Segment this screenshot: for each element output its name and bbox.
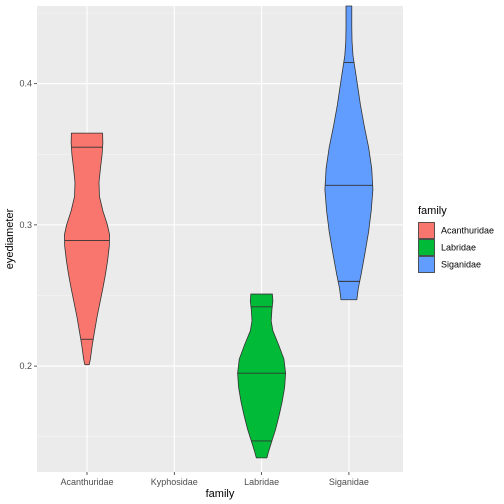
legend-entry: Siganidae (418, 256, 481, 273)
y-tick-label: 0.4 (19, 79, 32, 89)
x-axis-ticks: Acanthuridae Kyphosidae Labridae Siganidae (60, 472, 369, 487)
y-axis-ticks: 0.2 0.3 0.4 (19, 79, 37, 371)
y-axis-title: eyediameter (4, 208, 16, 269)
legend-key (418, 239, 435, 256)
violin-body (64, 132, 110, 366)
violin-body (324, 5, 374, 301)
legend-label: Siganidae (441, 260, 481, 270)
x-tick-label: Labridae (244, 477, 279, 487)
legend-label: Acanthuridae (441, 226, 494, 236)
legend-key (418, 256, 435, 273)
legend-entry: Acanthuridae (418, 222, 494, 239)
legend-label: Labridae (441, 243, 476, 253)
x-tick-label: Kyphosidae (151, 477, 198, 487)
violin-acanthuridae (64, 132, 110, 366)
violin-body (237, 293, 286, 459)
legend-entry: Labridae (418, 239, 476, 256)
x-tick-label: Acanthuridae (60, 477, 113, 487)
x-tick-label: Siganidae (329, 477, 369, 487)
legend-entries: Acanthuridae Labridae Siganidae (418, 222, 494, 273)
violin-labridae (237, 293, 286, 459)
x-axis-title: family (206, 488, 235, 500)
y-tick-label: 0.3 (19, 220, 32, 230)
legend: family Acanthuridae Labridae Siganidae (418, 205, 494, 273)
legend-key (418, 222, 435, 239)
legend-title: family (418, 205, 447, 217)
y-tick-label: 0.2 (19, 361, 32, 371)
violin-layer (64, 5, 374, 459)
violin-siganidae (324, 5, 374, 301)
